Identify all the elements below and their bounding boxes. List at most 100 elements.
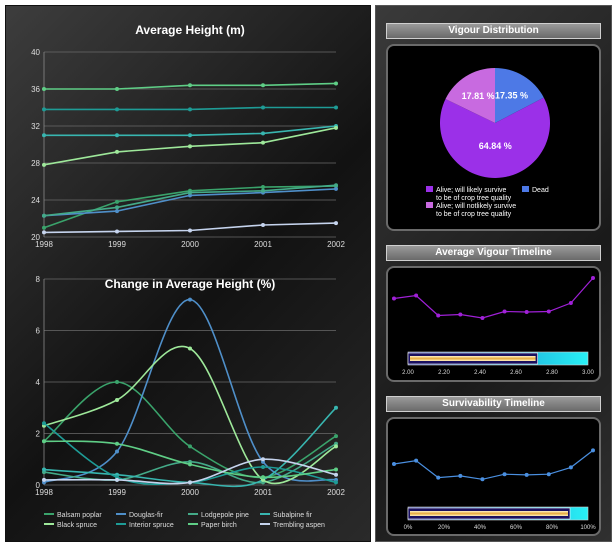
data-point: [188, 444, 192, 449]
survivability-chart: 0% 20% 40% 60% 80% 100%: [392, 448, 596, 531]
data-point: [42, 439, 46, 444]
legend-swatch: [522, 186, 529, 192]
data-point: [115, 229, 119, 234]
x-tick-label: 2000: [181, 240, 199, 249]
chart-title: Change in Average Height (%): [105, 277, 275, 291]
pie-legend-label: Alive; will likely survive to be of crop …: [436, 187, 512, 202]
data-point: [261, 222, 265, 227]
timeline-point: [502, 472, 507, 477]
x-tick-label: 1998: [35, 240, 53, 249]
y-tick-label: 8: [36, 275, 41, 284]
timeline-tick: 100%: [580, 525, 596, 531]
data-point: [115, 107, 119, 112]
data-point: [188, 228, 192, 233]
data-point: [188, 133, 192, 138]
data-point: [115, 205, 119, 210]
data-point: [334, 105, 338, 110]
y-tick-label: 0: [36, 481, 41, 490]
data-point: [261, 475, 265, 480]
timeline-point: [414, 458, 419, 463]
data-point: [334, 81, 338, 86]
timeline-point: [546, 309, 551, 314]
timeline-tick: 80%: [546, 525, 559, 531]
timeline-tick: 2.00: [402, 370, 414, 376]
y-tick-label: 24: [31, 196, 40, 205]
data-point: [261, 105, 265, 110]
data-point: [188, 83, 192, 88]
x-tick-label: 1999: [108, 240, 126, 249]
pie-slice: [440, 97, 551, 178]
timeline-tick: 3.00: [582, 370, 594, 376]
timeline-tick: 2.60: [510, 370, 522, 376]
timeline-tick: 2.80: [546, 370, 558, 376]
data-point: [115, 149, 119, 154]
legend-item: Lodgepole pine: [201, 512, 249, 519]
timeline-point: [591, 448, 595, 453]
data-point: [115, 199, 119, 204]
pie-label: 64.84 %: [479, 141, 512, 151]
data-point: [42, 87, 46, 91]
pie-legend-label: Alive; will notlikely survive to be of cr…: [436, 203, 516, 218]
series-line-black_spruce: [43, 345, 337, 485]
x-tick-label: 2000: [181, 488, 199, 497]
legend-item: Black spruce: [57, 522, 97, 529]
y-tick-label: 20: [31, 233, 40, 242]
chart-title: Average Height (m): [135, 23, 245, 37]
data-point: [42, 225, 46, 230]
x-tick-label: 2002: [327, 240, 345, 249]
right-panel: Vigour Distribution 17.35 % 64.84 % 17.81 …: [375, 5, 612, 542]
data-point: [334, 444, 338, 449]
timeline-point: [591, 276, 595, 280]
legend-item: Interior spruce: [129, 522, 174, 529]
legend-item: Balsam poplar: [57, 512, 102, 519]
average-vigour-header: Average Vigour Timeline: [386, 245, 601, 261]
timeline-point: [524, 472, 529, 477]
timeline-point: [568, 465, 573, 470]
pie-legend-label: Dead: [532, 187, 549, 194]
data-point: [42, 107, 46, 112]
x-tick-label: 2002: [327, 488, 345, 497]
data-point: [115, 449, 119, 454]
y-tick-label: 6: [36, 327, 41, 336]
y-tick-label: 36: [31, 85, 40, 94]
timeline-point: [436, 313, 441, 318]
timeline-point: [524, 310, 529, 314]
data-point: [334, 472, 338, 477]
timeline-point: [458, 473, 463, 478]
timeline-line: [393, 449, 594, 480]
data-point: [334, 467, 338, 472]
timeline-point: [414, 293, 419, 298]
data-point: [334, 405, 338, 410]
data-point: [42, 467, 46, 472]
data-point: [334, 480, 338, 485]
x-tick-label: 1998: [35, 488, 53, 497]
timeline-point: [480, 316, 485, 320]
data-point: [115, 87, 119, 91]
data-point: [188, 193, 192, 198]
data-point: [261, 464, 265, 469]
data-point: [188, 107, 192, 112]
data-point: [261, 188, 265, 193]
legend-item: Trembling aspen: [273, 522, 325, 529]
data-point: [188, 480, 192, 485]
data-point: [115, 398, 119, 403]
timeline-point: [436, 475, 441, 480]
pie-label: 17.81 %: [462, 91, 495, 101]
timeline-tick: 60%: [510, 525, 523, 531]
left-panel: Average Height (m) 20 24 28 32 36 40 1998 1999 20…: [5, 5, 371, 542]
data-point: [115, 380, 119, 384]
data-point: [115, 209, 119, 214]
y-tick-label: 4: [36, 378, 41, 387]
timeline-point: [502, 309, 507, 314]
legend-item: Subalpine fir: [273, 512, 313, 519]
vigour-distribution-card: 17.35 % 64.84 % 17.81 % Alive; will likely …: [386, 44, 601, 231]
data-point: [115, 441, 119, 446]
data-point: [261, 131, 265, 136]
timeline-tick: 0%: [404, 525, 413, 531]
vigour-pie-chart: 17.35 % 64.84 % 17.81 % Alive; will likely …: [426, 68, 551, 218]
x-tick-label: 2001: [254, 488, 272, 497]
data-point: [188, 462, 192, 467]
timeline-point: [392, 296, 396, 301]
data-point: [115, 477, 119, 482]
